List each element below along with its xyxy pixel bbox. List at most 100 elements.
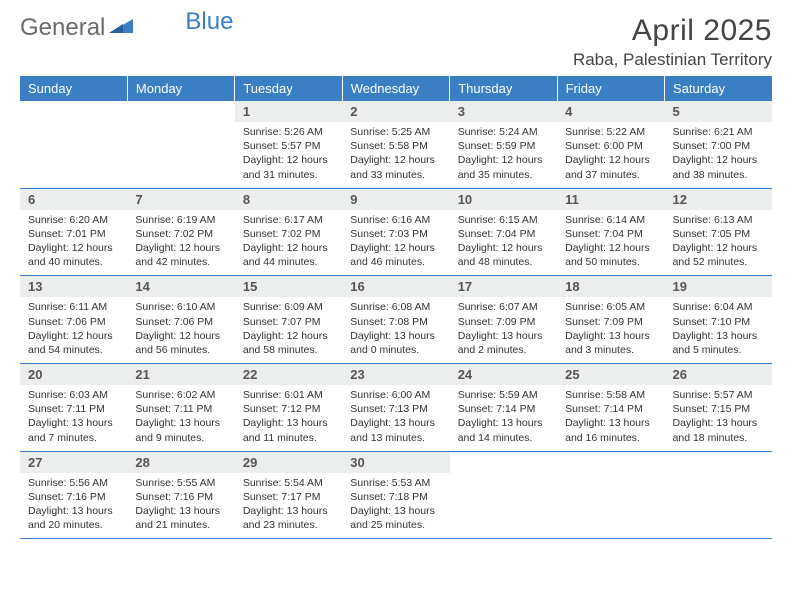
empty-cell	[557, 451, 664, 539]
day-number: 10	[450, 189, 557, 210]
logo: General Blue	[20, 14, 233, 42]
day-details: Sunrise: 5:54 AMSunset: 7:17 PMDaylight:…	[235, 473, 342, 539]
day-details: Sunrise: 5:59 AMSunset: 7:14 PMDaylight:…	[450, 385, 557, 451]
day-details: Sunrise: 5:58 AMSunset: 7:14 PMDaylight:…	[557, 385, 664, 451]
day-number: 14	[127, 276, 234, 297]
day-cell-30: 30Sunrise: 5:53 AMSunset: 7:18 PMDayligh…	[342, 451, 449, 539]
month-title: April 2025	[573, 14, 772, 48]
location: Raba, Palestinian Territory	[573, 50, 772, 70]
day-number: 24	[450, 364, 557, 385]
empty-cell	[450, 451, 557, 539]
day-details: Sunrise: 6:09 AMSunset: 7:07 PMDaylight:…	[235, 297, 342, 363]
day-details: Sunrise: 6:04 AMSunset: 7:10 PMDaylight:…	[665, 297, 772, 363]
day-cell-17: 17Sunrise: 6:07 AMSunset: 7:09 PMDayligh…	[450, 276, 557, 364]
calendar: SundayMondayTuesdayWednesdayThursdayFrid…	[20, 76, 772, 539]
day-details: Sunrise: 6:10 AMSunset: 7:06 PMDaylight:…	[127, 297, 234, 363]
day-details: Sunrise: 6:08 AMSunset: 7:08 PMDaylight:…	[342, 297, 449, 363]
title-block: April 2025 Raba, Palestinian Territory	[573, 14, 772, 70]
day-number: 22	[235, 364, 342, 385]
day-cell-6: 6Sunrise: 6:20 AMSunset: 7:01 PMDaylight…	[20, 188, 127, 276]
day-details: Sunrise: 6:21 AMSunset: 7:00 PMDaylight:…	[665, 122, 772, 188]
header: General Blue April 2025 Raba, Palestinia…	[20, 14, 772, 70]
weekday-thursday: Thursday	[450, 76, 557, 101]
logo-text-a: General	[20, 14, 105, 42]
day-number: 20	[20, 364, 127, 385]
triangle-icon	[109, 14, 135, 42]
weekday-tuesday: Tuesday	[235, 76, 342, 101]
day-details: Sunrise: 5:56 AMSunset: 7:16 PMDaylight:…	[20, 473, 127, 539]
day-details: Sunrise: 6:16 AMSunset: 7:03 PMDaylight:…	[342, 210, 449, 276]
day-number: 19	[665, 276, 772, 297]
day-number: 13	[20, 276, 127, 297]
day-details: Sunrise: 5:53 AMSunset: 7:18 PMDaylight:…	[342, 473, 449, 539]
day-details: Sunrise: 6:01 AMSunset: 7:12 PMDaylight:…	[235, 385, 342, 451]
day-number: 21	[127, 364, 234, 385]
day-number: 6	[20, 189, 127, 210]
day-number: 23	[342, 364, 449, 385]
day-cell-1: 1Sunrise: 5:26 AMSunset: 5:57 PMDaylight…	[235, 101, 342, 188]
day-details: Sunrise: 6:20 AMSunset: 7:01 PMDaylight:…	[20, 210, 127, 276]
day-details: Sunrise: 5:22 AMSunset: 6:00 PMDaylight:…	[557, 122, 664, 188]
day-number: 26	[665, 364, 772, 385]
day-number: 7	[127, 189, 234, 210]
calendar-body: 1Sunrise: 5:26 AMSunset: 5:57 PMDaylight…	[20, 101, 772, 539]
day-cell-3: 3Sunrise: 5:24 AMSunset: 5:59 PMDaylight…	[450, 101, 557, 188]
day-number: 16	[342, 276, 449, 297]
calendar-row: 6Sunrise: 6:20 AMSunset: 7:01 PMDaylight…	[20, 188, 772, 276]
day-cell-14: 14Sunrise: 6:10 AMSunset: 7:06 PMDayligh…	[127, 276, 234, 364]
day-number: 17	[450, 276, 557, 297]
weekday-friday: Friday	[557, 76, 664, 101]
day-details: Sunrise: 6:17 AMSunset: 7:02 PMDaylight:…	[235, 210, 342, 276]
day-number: 9	[342, 189, 449, 210]
day-details: Sunrise: 6:02 AMSunset: 7:11 PMDaylight:…	[127, 385, 234, 451]
day-cell-16: 16Sunrise: 6:08 AMSunset: 7:08 PMDayligh…	[342, 276, 449, 364]
day-cell-28: 28Sunrise: 5:55 AMSunset: 7:16 PMDayligh…	[127, 451, 234, 539]
day-cell-12: 12Sunrise: 6:13 AMSunset: 7:05 PMDayligh…	[665, 188, 772, 276]
day-number: 2	[342, 101, 449, 122]
weekday-monday: Monday	[127, 76, 234, 101]
day-details: Sunrise: 6:15 AMSunset: 7:04 PMDaylight:…	[450, 210, 557, 276]
calendar-row: 13Sunrise: 6:11 AMSunset: 7:06 PMDayligh…	[20, 276, 772, 364]
weekday-wednesday: Wednesday	[342, 76, 449, 101]
day-details: Sunrise: 6:03 AMSunset: 7:11 PMDaylight:…	[20, 385, 127, 451]
day-cell-22: 22Sunrise: 6:01 AMSunset: 7:12 PMDayligh…	[235, 364, 342, 452]
day-cell-15: 15Sunrise: 6:09 AMSunset: 7:07 PMDayligh…	[235, 276, 342, 364]
day-number: 18	[557, 276, 664, 297]
day-cell-10: 10Sunrise: 6:15 AMSunset: 7:04 PMDayligh…	[450, 188, 557, 276]
day-details: Sunrise: 5:55 AMSunset: 7:16 PMDaylight:…	[127, 473, 234, 539]
day-details: Sunrise: 6:19 AMSunset: 7:02 PMDaylight:…	[127, 210, 234, 276]
calendar-row: 27Sunrise: 5:56 AMSunset: 7:16 PMDayligh…	[20, 451, 772, 539]
day-cell-5: 5Sunrise: 6:21 AMSunset: 7:00 PMDaylight…	[665, 101, 772, 188]
day-cell-25: 25Sunrise: 5:58 AMSunset: 7:14 PMDayligh…	[557, 364, 664, 452]
weekday-sunday: Sunday	[20, 76, 127, 101]
day-details: Sunrise: 6:11 AMSunset: 7:06 PMDaylight:…	[20, 297, 127, 363]
day-details: Sunrise: 5:26 AMSunset: 5:57 PMDaylight:…	[235, 122, 342, 188]
day-number: 11	[557, 189, 664, 210]
day-cell-26: 26Sunrise: 5:57 AMSunset: 7:15 PMDayligh…	[665, 364, 772, 452]
weekday-row: SundayMondayTuesdayWednesdayThursdayFrid…	[20, 76, 772, 101]
calendar-row: 1Sunrise: 5:26 AMSunset: 5:57 PMDaylight…	[20, 101, 772, 188]
day-cell-4: 4Sunrise: 5:22 AMSunset: 6:00 PMDaylight…	[557, 101, 664, 188]
day-number: 4	[557, 101, 664, 122]
day-number: 29	[235, 452, 342, 473]
day-cell-2: 2Sunrise: 5:25 AMSunset: 5:58 PMDaylight…	[342, 101, 449, 188]
day-cell-18: 18Sunrise: 6:05 AMSunset: 7:09 PMDayligh…	[557, 276, 664, 364]
day-cell-7: 7Sunrise: 6:19 AMSunset: 7:02 PMDaylight…	[127, 188, 234, 276]
day-number: 8	[235, 189, 342, 210]
day-details: Sunrise: 5:24 AMSunset: 5:59 PMDaylight:…	[450, 122, 557, 188]
day-details: Sunrise: 5:57 AMSunset: 7:15 PMDaylight:…	[665, 385, 772, 451]
day-cell-27: 27Sunrise: 5:56 AMSunset: 7:16 PMDayligh…	[20, 451, 127, 539]
day-cell-9: 9Sunrise: 6:16 AMSunset: 7:03 PMDaylight…	[342, 188, 449, 276]
day-cell-8: 8Sunrise: 6:17 AMSunset: 7:02 PMDaylight…	[235, 188, 342, 276]
day-number: 3	[450, 101, 557, 122]
day-cell-11: 11Sunrise: 6:14 AMSunset: 7:04 PMDayligh…	[557, 188, 664, 276]
empty-cell	[20, 101, 127, 188]
day-number: 27	[20, 452, 127, 473]
day-details: Sunrise: 6:00 AMSunset: 7:13 PMDaylight:…	[342, 385, 449, 451]
day-number: 5	[665, 101, 772, 122]
day-details: Sunrise: 6:05 AMSunset: 7:09 PMDaylight:…	[557, 297, 664, 363]
day-number: 15	[235, 276, 342, 297]
calendar-row: 20Sunrise: 6:03 AMSunset: 7:11 PMDayligh…	[20, 364, 772, 452]
day-number: 30	[342, 452, 449, 473]
day-cell-13: 13Sunrise: 6:11 AMSunset: 7:06 PMDayligh…	[20, 276, 127, 364]
